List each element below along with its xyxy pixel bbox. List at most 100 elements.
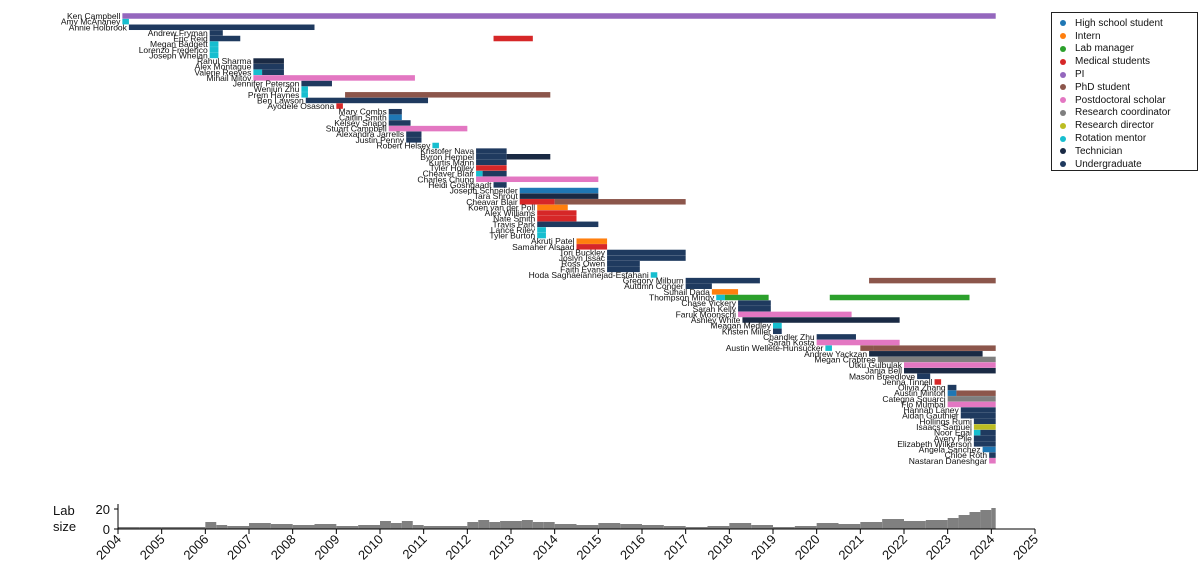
bar-rahul-sharma-0 xyxy=(253,58,284,64)
name-label-tara-shrout: Tara Shrout xyxy=(474,191,519,201)
bar-wenjun-zhu-0 xyxy=(301,86,308,92)
xtick-label-2009: 2009 xyxy=(311,532,342,563)
bar-cheavar-blair-1 xyxy=(554,199,686,205)
bar-thompson-mindy-1 xyxy=(724,294,769,301)
legend-label-medical-students: Medical students xyxy=(1075,56,1151,68)
name-label-gregory-milburn: Gregory Milburn xyxy=(623,276,684,286)
name-label-sarah-kosta: Sarah Kosta xyxy=(768,338,815,348)
name-label-jania-bell: Jania Bell xyxy=(865,366,902,376)
name-label-faith-evans: Faith Evans xyxy=(560,264,605,274)
name-label-faruk-moonschi: Faruk Moonschi xyxy=(676,309,737,319)
xtick-label-2004: 2004 xyxy=(93,532,124,563)
name-label-flo-mumbal: Flo Mumbal xyxy=(901,399,946,409)
bar-jenna-tinnell-0 xyxy=(934,379,942,385)
bar-alex-williams-0 xyxy=(537,210,577,216)
xtick-label-2023: 2023 xyxy=(923,532,954,563)
name-label-cheaver-blair: Cheaver Blair xyxy=(423,169,475,179)
name-label-andrew-yackzan: Andrew Yackzan xyxy=(804,349,867,359)
name-label-utku-gulbulak: Utku Gulbulak xyxy=(849,360,903,370)
bar-hoda-saghaeiannejad-esfahani-0 xyxy=(650,272,658,278)
legend-label-research-director: Research director xyxy=(1075,120,1154,132)
lab-size-ytick-label-0: 0 xyxy=(103,522,110,537)
name-label-suhail-dada: Suhail Dada xyxy=(664,287,711,297)
bar-austin-minton-0 xyxy=(947,390,957,396)
lab-size-bar-30 xyxy=(620,524,642,529)
bar-nate-smith-0 xyxy=(537,215,577,222)
bar-eric-reid-1 xyxy=(493,35,533,42)
name-label-rahul-sharma: Rahul Sharma xyxy=(197,56,252,66)
xtick-label-2011: 2011 xyxy=(399,532,429,562)
bar-valerie-reeves-0 xyxy=(253,69,263,76)
bar-megan-badgett-0 xyxy=(209,41,219,47)
bar-chloe-roth-0 xyxy=(989,452,996,458)
bar-lance-riley-0 xyxy=(537,227,546,233)
name-label-tyler-burton: Tyler Burton xyxy=(489,231,535,241)
bar-joseph-schneider-0 xyxy=(519,187,599,194)
lab-size-panel: 020 xyxy=(96,502,996,537)
bar-justin-penny-0 xyxy=(406,137,422,143)
name-label-joslyn-issac: Joslyn Issac xyxy=(559,253,606,263)
xtick-label-2005: 2005 xyxy=(137,532,168,563)
legend-swatch-technician xyxy=(1060,148,1066,155)
bar-austin-wellete-hunsucker-2 xyxy=(873,345,996,351)
lab-size-bar-1 xyxy=(139,527,162,529)
bar-joseph-whelan-0 xyxy=(209,52,219,59)
bar-ashley-white-0 xyxy=(742,317,900,323)
bar-angela-sanchez-0 xyxy=(982,446,996,453)
lab-size-bar-29 xyxy=(598,523,621,529)
bar-kristen-miller-0 xyxy=(773,328,782,335)
legend-item-research-coordinator: Research coordinator xyxy=(1060,107,1197,120)
lab-size-bar-17 xyxy=(423,526,446,529)
bar-charles-chung-0 xyxy=(476,176,599,183)
name-label-lorenzo-frederico: Lorenzo Frederico xyxy=(139,45,208,55)
name-label-noor-egal: Noor Egal xyxy=(934,428,972,438)
name-label-robert-helsey: Robert Helsey xyxy=(377,140,432,150)
lab-size-bar-36 xyxy=(751,525,773,529)
bar-heidi-goshgaadt-0 xyxy=(493,182,507,188)
lab-size-bar-38 xyxy=(794,526,817,529)
legend-swatch-research-coordinator xyxy=(1060,109,1066,116)
bar-jania-bell-0 xyxy=(904,367,996,374)
bar-jennifer-peterson-0 xyxy=(301,80,332,87)
bar-ken-campbell-0 xyxy=(122,13,996,19)
name-label-jennifer-peterson: Jennifer Peterson xyxy=(233,79,300,89)
legend-swatch-undergraduate xyxy=(1060,161,1066,168)
xtick-label-2022: 2022 xyxy=(879,532,910,563)
bar-travis-park-0 xyxy=(537,221,599,228)
name-label-annie-holbrook: Annie Holbrook xyxy=(69,22,128,32)
name-label-ben-lawson: Ben Lawson xyxy=(257,95,304,105)
name-label-travis-park: Travis Park xyxy=(493,219,536,229)
lab-size-bar-31 xyxy=(642,525,664,529)
name-label-stuart-campbell: Stuart Campbell xyxy=(326,124,387,134)
name-label-kurtis-mann: Kurtis Mann xyxy=(429,157,475,167)
legend-item-research-director: Research director xyxy=(1060,119,1197,132)
bar-cheaver-blair-1 xyxy=(482,170,507,177)
name-label-kristen-miller: Kristen Miller xyxy=(722,326,771,336)
bar-koen-van-der-poll-0 xyxy=(537,204,568,211)
name-label-categna-squarci: Categna Squarci xyxy=(882,394,945,404)
name-label-ashley-white: Ashley White xyxy=(691,315,741,325)
lab-size-bar-3 xyxy=(183,527,206,529)
bar-mason-breedlove-0 xyxy=(917,373,931,380)
chart-legend: High school student Intern Lab manager Medi… xyxy=(1051,12,1198,171)
xtick-label-2008: 2008 xyxy=(268,532,299,563)
bar-faith-evans-0 xyxy=(607,266,640,273)
lab-size-bar-42 xyxy=(882,519,904,529)
lab-size-bar-8 xyxy=(270,524,293,529)
lab-size-bar-28 xyxy=(576,525,599,529)
legend-item-intern: Intern xyxy=(1060,30,1197,43)
name-label-akruti-patel: Akruti Patel xyxy=(531,236,575,246)
legend-swatch-medical-students xyxy=(1060,58,1066,65)
legend-swatch-postdoctoral-scholar xyxy=(1060,97,1066,104)
bar-flo-mumbal-0 xyxy=(947,401,996,408)
bar-eric-reid-0 xyxy=(209,35,241,42)
lab-size-bar-47 xyxy=(969,512,981,529)
lab-size-bar-32 xyxy=(663,526,686,529)
name-label-sarah-kelly: Sarah Kelly xyxy=(693,304,737,314)
name-label-austin-wellete-hunsucker: Austin Wellete-Hunsucker xyxy=(726,343,824,353)
bar-olivia-zhang-0 xyxy=(947,384,957,391)
bar-sarah-kelly-0 xyxy=(738,306,771,312)
bar-kurtis-mann-0 xyxy=(476,159,507,166)
name-label-chloe-roth: Chloe Roth xyxy=(945,450,988,460)
lab-size-bar-21 xyxy=(489,522,501,529)
